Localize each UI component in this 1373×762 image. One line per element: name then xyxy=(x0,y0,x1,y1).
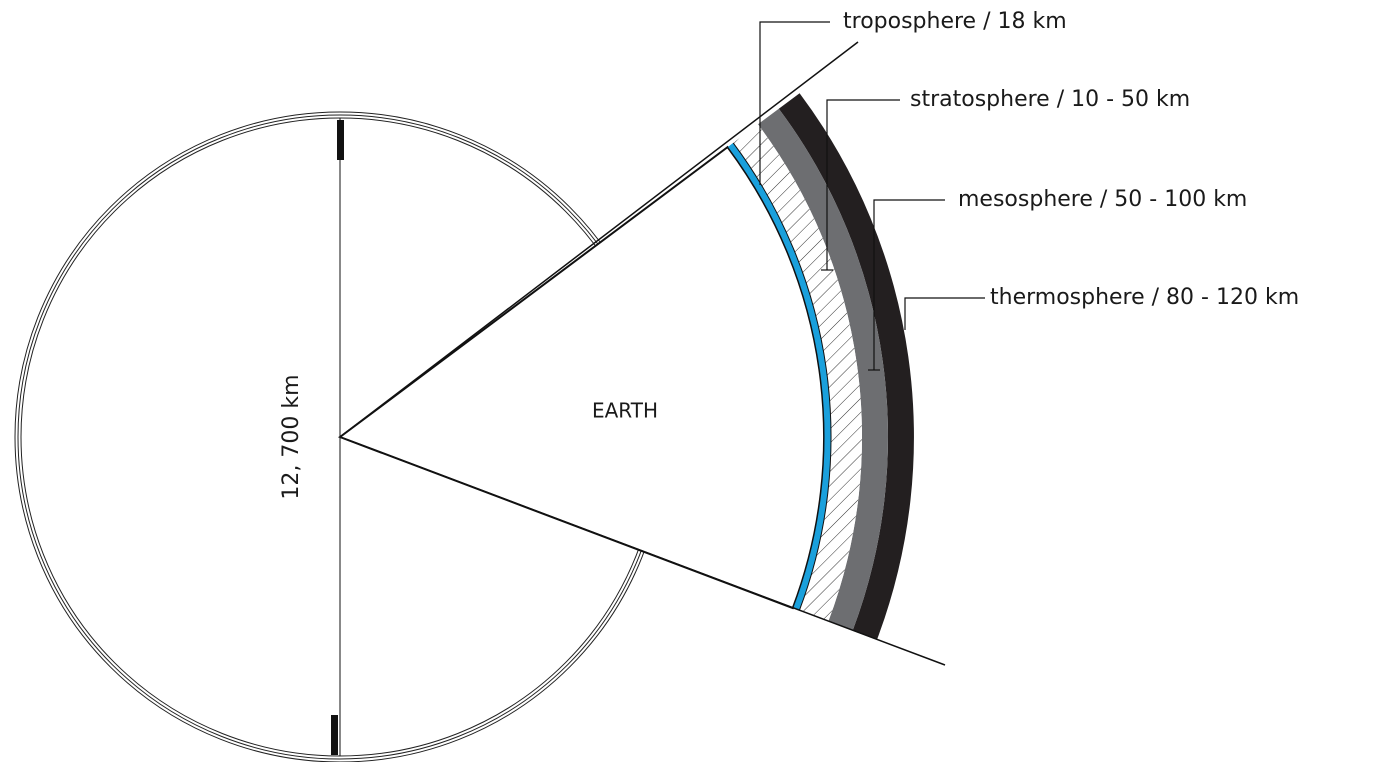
layer-label: mesosphere / 50 - 100 km xyxy=(958,187,1247,212)
layer-label: troposphere / 18 km xyxy=(843,9,1067,34)
wedge-edge xyxy=(339,41,859,438)
diameter-label: 12, 700 km xyxy=(279,374,304,499)
earth-wedge xyxy=(337,145,826,610)
wedge-edge xyxy=(339,436,946,666)
layer-label: stratosphere / 10 - 50 km xyxy=(910,87,1190,112)
outline xyxy=(727,146,825,609)
stratosphere-hatch xyxy=(733,124,863,622)
diameter-cap xyxy=(331,715,338,755)
outline xyxy=(732,142,832,611)
leader-lines xyxy=(759,21,985,371)
atmosphere-layers xyxy=(337,41,946,666)
layer-label: thermosphere / 80 - 120 km xyxy=(990,285,1299,310)
diameter-cap xyxy=(337,120,344,160)
thermosphere-band xyxy=(778,93,914,640)
mesosphere-band xyxy=(758,108,888,631)
earth-label: EARTH xyxy=(592,399,658,423)
